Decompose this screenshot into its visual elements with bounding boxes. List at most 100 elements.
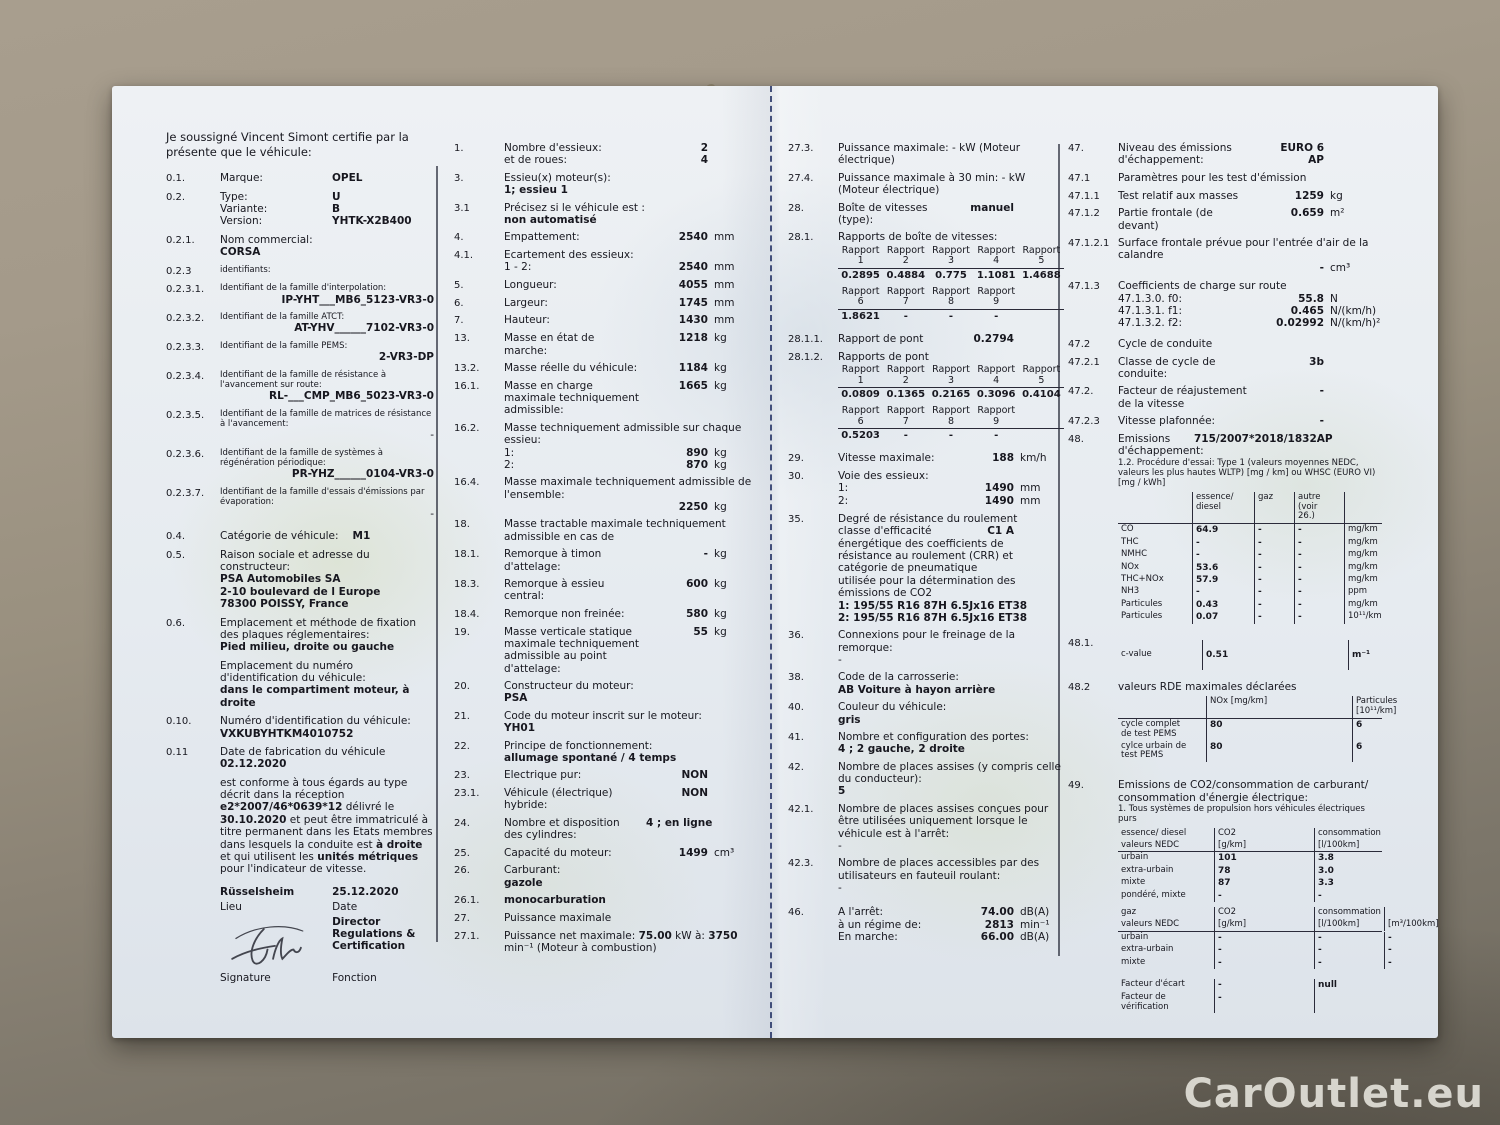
item-body: Capacité du moteur: 1499 cm³ xyxy=(504,847,756,860)
field-label: Hauteur: xyxy=(504,314,550,327)
gear-value: - xyxy=(928,308,974,323)
field-label: Rapport de pont xyxy=(838,332,924,345)
doc-item-3: 3. Essieu(x) moteur(s): 1; essieu 1 xyxy=(454,172,756,197)
table-header-cell: [g/km] xyxy=(1214,839,1314,852)
item-number: 42.3. xyxy=(788,858,814,870)
text-line: Date de fabrication du véhicule xyxy=(220,745,386,758)
table-header-cell: valeurs NEDC xyxy=(1121,839,1180,850)
text-line: - xyxy=(430,507,434,520)
doc-item-47.2: 47.2. Facteur de réajustement de la vites… xyxy=(1068,385,1382,410)
doc-item-0.2: 0.2. Type: U Variante: B Version: YHTK-X2B400 xyxy=(166,191,434,228)
text-line: IP-YHT___MB6_5123-VR3-0 xyxy=(281,293,434,306)
data-table: gaz CO2 consommation valeurs NEDC [g/km] [l/1… xyxy=(1118,907,1439,970)
field-value: 890 xyxy=(686,446,708,459)
text-line: 2: 195/55 R16 87H 6.5Jx16 ET38 xyxy=(838,611,1028,624)
gear-header-word: Rapport xyxy=(1022,363,1061,375)
gear-header-word: Rapport xyxy=(841,285,880,297)
label-value-row: 47.1.3.1. f1: 0.465 N/(km/h) xyxy=(1118,305,1382,317)
field-value: 2 xyxy=(700,142,708,154)
signature-label: Signature xyxy=(220,971,271,984)
table-header-cell: Particules [10¹¹/km] xyxy=(1352,696,1397,718)
table-cell: - xyxy=(1294,524,1344,537)
table-cell: m⁻¹ xyxy=(1348,639,1382,670)
table-row-label: Facteur de vérification xyxy=(1121,991,1169,1012)
gear-header: Rapport 8 xyxy=(928,286,973,309)
table-row-label: extra-urbain xyxy=(1121,944,1174,955)
item-number: 16.2. xyxy=(454,422,480,434)
certificate-of-conformity-document: Je soussigné Vincent Simont certifie par… xyxy=(112,86,1439,1038)
text-line: Identifiant de la famille de résistance … xyxy=(220,369,387,390)
item-number: 0.2. xyxy=(166,191,186,203)
doc-item-27.4: 27.4. Puissance maximale à 30 min: - kW (… xyxy=(788,172,1064,197)
doc-item-47.1.1: 47.1.1 Test relatif aux masses 1259 kg xyxy=(1068,190,1382,203)
signature-role-label: Fonction xyxy=(332,971,377,984)
gear-header-word: Rapport xyxy=(977,404,1016,416)
gear-value: 0.0809 xyxy=(838,387,884,401)
text-line: 4 ; 2 gauche, 2 droite xyxy=(838,743,965,756)
doc-item: Rüsselsheim 25.12.2020 Lieu Date Director Reg… xyxy=(166,882,434,985)
field-label: Version: xyxy=(220,215,263,228)
text-line: Emplacement du numéro d'identification d… xyxy=(220,659,366,685)
text-line: - xyxy=(838,882,842,895)
doc-item-48.1: 48.1. c-value 0.51 m⁻¹ xyxy=(1068,637,1382,675)
gear-value: 0.3096 xyxy=(973,387,1019,401)
field-label: Niveau des émissions xyxy=(1118,142,1232,154)
text-line: Masse techniquement admissible sur chaqu… xyxy=(504,421,742,447)
field-value: EURO 6 xyxy=(1280,142,1324,154)
table-cell: - xyxy=(1314,889,1382,903)
item-body: Niveau des émissions EURO 6 d'échappement:… xyxy=(1118,142,1382,167)
field-label: Masse verticale statique maximale techni… xyxy=(504,625,639,675)
table-cell: - xyxy=(1254,524,1294,537)
doc-item-47.2.3: 47.2.3 Vitesse plafonnée: - xyxy=(1068,415,1382,428)
doc-item-0.2.3.1: 0.2.3.1. Identifiant de la famille d'inte… xyxy=(166,283,434,306)
field-label: 1 - 2: xyxy=(504,261,532,274)
item-body: Puissance maximale xyxy=(504,912,756,925)
gear-header-num: 5 xyxy=(1038,374,1045,386)
field-label: Largeur: xyxy=(504,296,548,309)
item-body: Largeur: 1745 mm xyxy=(504,297,756,310)
table-cell: - xyxy=(1294,549,1344,562)
field-value: B xyxy=(332,203,341,216)
doc-item-0.1: 0.1. Marque: OPEL xyxy=(166,172,434,185)
gear-header: Rapport 8 xyxy=(928,405,973,428)
table-cell: mg/km xyxy=(1344,524,1382,537)
item-body: A l'arrêt: 74.00 dB(A) à un régime de: 2813 m… xyxy=(838,906,1064,943)
table-header-cell: [l/100km] xyxy=(1314,919,1384,931)
text-line: Carburant: xyxy=(504,864,561,877)
field-value: manuel xyxy=(970,201,1014,214)
item-number: 0.2.3.1. xyxy=(166,284,205,296)
label-value-row: Vitesse plafonnée: - xyxy=(1118,415,1382,427)
gear-header-num: 6 xyxy=(857,296,864,308)
table-cell: 53.6 xyxy=(1192,561,1254,574)
text-line: dans le compartiment moteur, à droite xyxy=(220,684,410,709)
field-label: Masse réelle du véhicule: xyxy=(504,361,638,374)
doc-item-48: 48. Emissions 715/2007*2018/1832AP d'échapp… xyxy=(1068,433,1382,629)
table-cell: 64.9 xyxy=(1192,524,1254,537)
item-body: Masse en charge maximale techniquement a… xyxy=(504,380,756,417)
gear-value: 1.8621 xyxy=(838,308,884,323)
gear-value: 0.5203 xyxy=(838,428,884,442)
text-line: - xyxy=(430,429,434,442)
field-value: 4 xyxy=(700,154,708,167)
text-line: non automatisé xyxy=(504,213,597,226)
doc-item-22: 22. Principe de fonctionnement: allumage s… xyxy=(454,740,756,765)
item-body: Coefficients de charge sur route 47.1.3.0… xyxy=(1118,280,1382,330)
text-line: 2-VR3-DP xyxy=(378,351,434,364)
text-line: Précisez si le véhicule est : xyxy=(504,201,645,214)
item-number: 30. xyxy=(788,470,804,482)
table-header-cell: gaz xyxy=(1254,491,1294,524)
table-cell: - xyxy=(1294,536,1344,550)
gear-value: 0.2165 xyxy=(928,387,974,401)
table-cell: 101 xyxy=(1214,852,1314,865)
table-header-row: NOx [mg/km] Particules [10¹¹/km] xyxy=(1118,696,1397,719)
field-value: 3b xyxy=(1309,355,1324,368)
item-body: Essieu(x) moteur(s): 1; essieu 1 xyxy=(504,172,756,197)
field-value: - xyxy=(1319,261,1324,274)
field-label: Emissions xyxy=(1118,432,1171,445)
item-body: Emplacement et méthode de fixation des p… xyxy=(220,617,434,654)
doc-item-29: 29. Vitesse maximale: 188 km/h xyxy=(788,452,1064,465)
field-label: 2: xyxy=(838,494,849,507)
item-number: 0.5. xyxy=(166,549,186,561)
field-value: 600 xyxy=(686,577,708,590)
table-row: urbain 101 3.8 xyxy=(1118,852,1382,865)
